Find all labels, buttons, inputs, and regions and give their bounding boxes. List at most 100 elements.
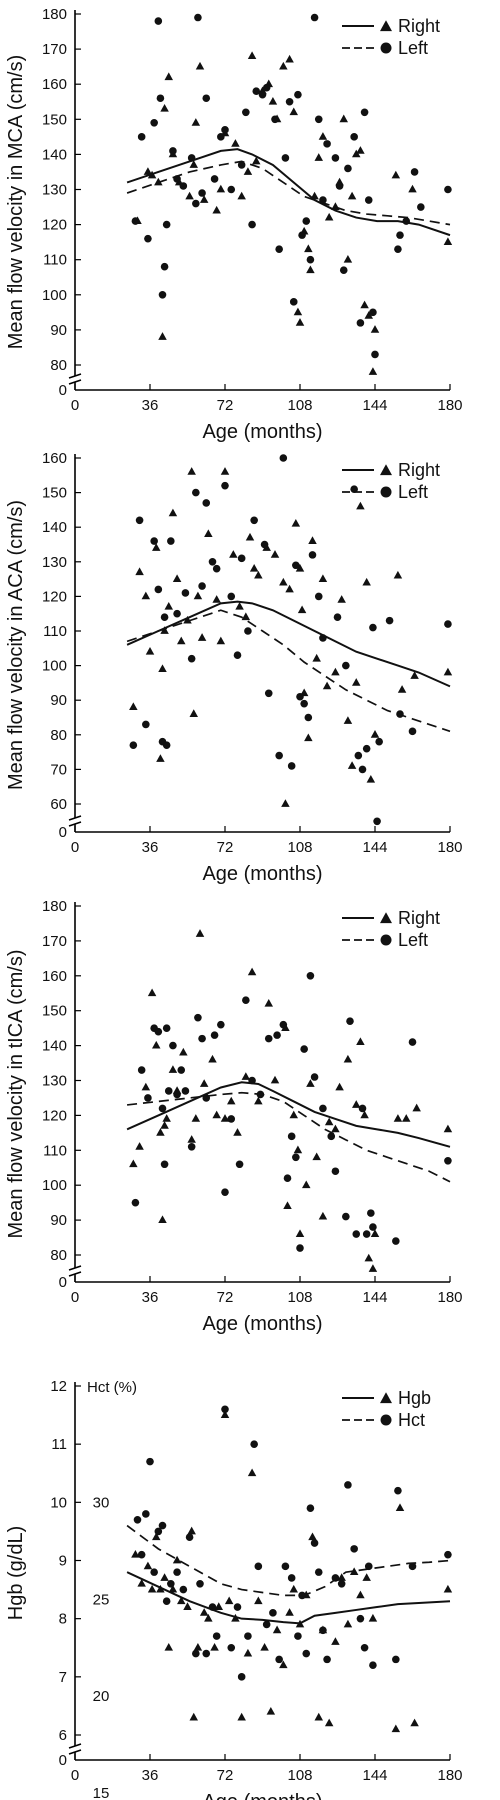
- data-point-triangle: [152, 1532, 161, 1541]
- data-point-circle: [258, 90, 267, 99]
- data-point-circle: [233, 1603, 242, 1611]
- data-point-triangle: [164, 602, 173, 610]
- data-point-triangle: [212, 595, 221, 603]
- data-point-triangle: [279, 1660, 288, 1669]
- data-point-triangle: [281, 799, 290, 807]
- x-tick-label: 180: [437, 839, 462, 856]
- y-tick-label: 80: [50, 1247, 67, 1264]
- y-tick-label: 180: [42, 898, 67, 915]
- y-tick-label: 170: [42, 933, 67, 950]
- data-point-circle: [142, 720, 150, 729]
- data-point-triangle: [362, 1573, 371, 1581]
- data-point-circle: [242, 108, 250, 117]
- data-point-circle: [285, 97, 294, 106]
- data-point-triangle: [318, 574, 328, 583]
- y-tick-label: 8: [59, 1611, 67, 1628]
- y-tick-label: 100: [42, 1177, 67, 1194]
- data-point-triangle: [360, 300, 369, 309]
- data-point-circle: [227, 185, 236, 194]
- data-point-triangle: [168, 1584, 178, 1593]
- data-point-circle: [287, 762, 296, 770]
- data-point-triangle: [364, 311, 373, 319]
- y-tick-label: 120: [42, 1107, 67, 1124]
- data-point-circle: [154, 1027, 163, 1036]
- data-point-triangle: [247, 967, 257, 976]
- axis-break-mark: [68, 1265, 82, 1271]
- data-point-triangle: [199, 1608, 209, 1616]
- data-point-circle: [369, 1223, 377, 1231]
- legend-circle-marker: [380, 1414, 392, 1426]
- data-point-triangle: [172, 574, 182, 583]
- data-point-triangle: [220, 1114, 230, 1122]
- data-point-circle: [131, 217, 140, 225]
- y-tick-label: 6: [59, 1727, 67, 1744]
- data-point-circle: [217, 133, 225, 141]
- data-point-circle: [187, 654, 196, 663]
- x-axis-title: Age (months): [202, 421, 322, 443]
- data-point-triangle: [212, 205, 221, 214]
- y-tick-label: 110: [43, 1142, 67, 1159]
- data-point-triangle: [343, 1619, 353, 1628]
- y-tick-label: 170: [42, 41, 67, 58]
- data-point-circle: [227, 592, 236, 601]
- data-point-triangle: [245, 532, 255, 541]
- y-tick-label: 160: [42, 76, 67, 93]
- data-point-circle: [319, 1104, 327, 1113]
- data-point-circle: [394, 245, 402, 253]
- data-point-circle: [173, 1568, 181, 1576]
- data-point-triangle: [318, 1211, 328, 1220]
- data-point-triangle: [156, 754, 165, 762]
- data-point-circle: [354, 751, 363, 760]
- data-point-circle: [192, 199, 200, 208]
- legend-triangle-marker: [380, 464, 392, 476]
- data-point-circle: [194, 1013, 202, 1022]
- data-point-triangle: [364, 1253, 373, 1262]
- data-point-triangle: [279, 577, 288, 586]
- fit-line-dashed: [126, 609, 451, 733]
- data-point-triangle: [289, 1584, 298, 1593]
- data-point-circle: [177, 1066, 186, 1074]
- fit-line-dashed: [126, 160, 451, 226]
- data-point-circle: [162, 220, 171, 229]
- y-tick-label: 90: [50, 1212, 67, 1229]
- data-point-triangle: [324, 212, 334, 221]
- y-tick-label: 130: [42, 182, 67, 199]
- x-tick-label: 144: [362, 397, 387, 414]
- data-point-circle: [292, 561, 300, 570]
- fit-line-dashed: [126, 1091, 451, 1183]
- data-point-triangle: [249, 563, 259, 572]
- y-tick-label: 110: [43, 252, 67, 269]
- data-point-triangle: [247, 51, 257, 60]
- data-point-triangle: [241, 1072, 251, 1080]
- data-point-circle: [194, 13, 202, 22]
- data-point-circle: [164, 1087, 173, 1095]
- data-point-circle: [208, 558, 217, 566]
- y-tick-label: 10: [50, 1494, 67, 1511]
- data-point-circle: [306, 1504, 315, 1512]
- legend-label: Hct: [398, 1410, 425, 1430]
- data-point-circle: [342, 1212, 350, 1221]
- data-point-circle: [227, 1115, 236, 1123]
- data-point-circle: [344, 164, 352, 173]
- data-point-circle: [137, 133, 146, 141]
- data-point-circle: [237, 1673, 246, 1681]
- data-point-triangle: [285, 584, 294, 593]
- y-tick-label: 110: [43, 623, 67, 640]
- data-point-triangle: [285, 54, 294, 63]
- y-tick-label: 100: [42, 287, 67, 304]
- data-point-triangle: [318, 132, 328, 140]
- data-point-triangle: [295, 318, 305, 326]
- data-point-circle: [289, 298, 298, 306]
- data-point-circle: [187, 1143, 196, 1151]
- data-point-circle: [279, 1020, 288, 1029]
- data-point-circle: [444, 1550, 452, 1559]
- data-point-circle: [298, 231, 306, 239]
- data-point-circle: [408, 727, 417, 736]
- data-point-triangle: [237, 191, 246, 200]
- data-point-triangle: [141, 591, 151, 600]
- data-point-circle: [181, 589, 190, 597]
- data-point-circle: [306, 255, 315, 264]
- data-point-circle: [250, 1440, 258, 1448]
- secondary-tick-label: 20: [93, 1688, 110, 1705]
